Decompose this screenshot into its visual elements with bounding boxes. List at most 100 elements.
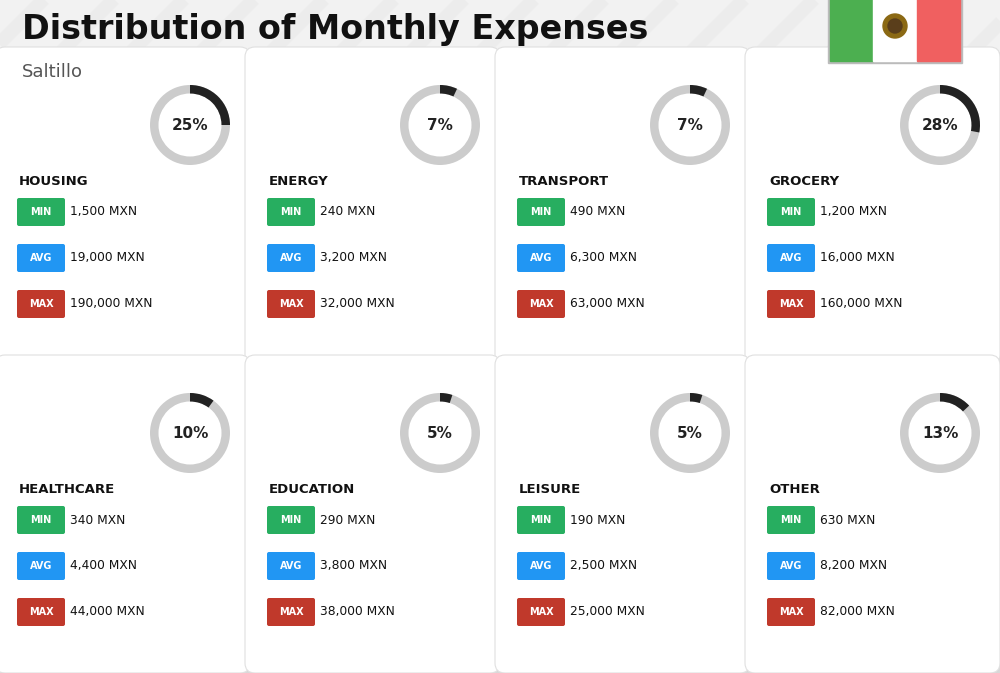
- FancyBboxPatch shape: [267, 552, 315, 580]
- FancyBboxPatch shape: [249, 51, 504, 369]
- Text: 290 MXN: 290 MXN: [320, 513, 375, 526]
- Text: 3,800 MXN: 3,800 MXN: [320, 559, 387, 573]
- Text: 5%: 5%: [677, 425, 703, 441]
- FancyBboxPatch shape: [245, 47, 500, 365]
- Wedge shape: [690, 393, 702, 403]
- Text: TRANSPORT: TRANSPORT: [519, 175, 609, 188]
- Text: ENERGY: ENERGY: [269, 175, 329, 188]
- FancyBboxPatch shape: [767, 198, 815, 226]
- Text: 2,500 MXN: 2,500 MXN: [570, 559, 637, 573]
- Text: 10%: 10%: [172, 425, 208, 441]
- Text: MIN: MIN: [530, 515, 552, 525]
- Wedge shape: [400, 85, 480, 165]
- Text: GROCERY: GROCERY: [769, 175, 839, 188]
- Text: 19,000 MXN: 19,000 MXN: [70, 252, 145, 264]
- Wedge shape: [150, 393, 230, 473]
- Wedge shape: [440, 393, 452, 403]
- Text: MIN: MIN: [30, 515, 52, 525]
- Text: 190 MXN: 190 MXN: [570, 513, 625, 526]
- FancyBboxPatch shape: [0, 51, 254, 369]
- Text: 1,500 MXN: 1,500 MXN: [70, 205, 137, 219]
- FancyBboxPatch shape: [0, 355, 250, 673]
- Text: MAX: MAX: [279, 607, 303, 617]
- FancyBboxPatch shape: [17, 552, 65, 580]
- FancyBboxPatch shape: [495, 355, 750, 673]
- Text: 8,200 MXN: 8,200 MXN: [820, 559, 887, 573]
- Wedge shape: [190, 85, 230, 125]
- Text: MIN: MIN: [280, 207, 302, 217]
- Text: LEISURE: LEISURE: [519, 483, 581, 496]
- FancyBboxPatch shape: [767, 506, 815, 534]
- Text: 630 MXN: 630 MXN: [820, 513, 875, 526]
- FancyBboxPatch shape: [267, 244, 315, 272]
- Text: 13%: 13%: [922, 425, 958, 441]
- Text: EDUCATION: EDUCATION: [269, 483, 355, 496]
- Wedge shape: [440, 85, 457, 96]
- Text: MAX: MAX: [529, 299, 553, 309]
- FancyBboxPatch shape: [249, 359, 504, 673]
- Circle shape: [883, 14, 907, 38]
- Text: 25%: 25%: [172, 118, 208, 133]
- Text: MAX: MAX: [29, 299, 53, 309]
- Text: 240 MXN: 240 MXN: [320, 205, 375, 219]
- Wedge shape: [650, 85, 730, 165]
- FancyBboxPatch shape: [0, 359, 254, 673]
- FancyBboxPatch shape: [767, 244, 815, 272]
- Text: 32,000 MXN: 32,000 MXN: [320, 297, 395, 310]
- Text: MIN: MIN: [280, 515, 302, 525]
- FancyBboxPatch shape: [767, 598, 815, 626]
- Bar: [828, 0, 962, 63]
- Text: 490 MXN: 490 MXN: [570, 205, 625, 219]
- Text: 28%: 28%: [922, 118, 958, 133]
- Text: MAX: MAX: [529, 607, 553, 617]
- Text: OTHER: OTHER: [769, 483, 820, 496]
- Text: AVG: AVG: [280, 253, 302, 263]
- FancyBboxPatch shape: [267, 506, 315, 534]
- Text: Saltillo: Saltillo: [22, 63, 83, 81]
- Text: 160,000 MXN: 160,000 MXN: [820, 297, 902, 310]
- FancyBboxPatch shape: [517, 506, 565, 534]
- Text: MIN: MIN: [780, 207, 802, 217]
- Text: AVG: AVG: [780, 253, 802, 263]
- Text: AVG: AVG: [280, 561, 302, 571]
- Text: Distribution of Monthly Expenses: Distribution of Monthly Expenses: [22, 13, 648, 46]
- FancyBboxPatch shape: [745, 355, 1000, 673]
- Text: 82,000 MXN: 82,000 MXN: [820, 606, 895, 618]
- FancyBboxPatch shape: [267, 198, 315, 226]
- Text: HOUSING: HOUSING: [19, 175, 89, 188]
- Wedge shape: [900, 393, 980, 473]
- Text: AVG: AVG: [30, 253, 52, 263]
- Bar: [873, 0, 917, 61]
- FancyBboxPatch shape: [517, 198, 565, 226]
- FancyBboxPatch shape: [517, 290, 565, 318]
- Text: 5%: 5%: [427, 425, 453, 441]
- Wedge shape: [400, 393, 480, 473]
- Text: AVG: AVG: [30, 561, 52, 571]
- Text: MIN: MIN: [30, 207, 52, 217]
- FancyBboxPatch shape: [517, 598, 565, 626]
- Text: 25,000 MXN: 25,000 MXN: [570, 606, 645, 618]
- Text: 1,200 MXN: 1,200 MXN: [820, 205, 887, 219]
- Text: MAX: MAX: [779, 299, 803, 309]
- Text: MAX: MAX: [279, 299, 303, 309]
- Text: MIN: MIN: [780, 515, 802, 525]
- Wedge shape: [940, 85, 980, 133]
- FancyBboxPatch shape: [0, 47, 250, 365]
- Text: MIN: MIN: [530, 207, 552, 217]
- Text: MAX: MAX: [779, 607, 803, 617]
- Text: 3,200 MXN: 3,200 MXN: [320, 252, 387, 264]
- FancyBboxPatch shape: [17, 290, 65, 318]
- FancyBboxPatch shape: [749, 51, 1000, 369]
- Wedge shape: [650, 393, 730, 473]
- FancyBboxPatch shape: [17, 198, 65, 226]
- Wedge shape: [150, 85, 230, 165]
- Text: AVG: AVG: [530, 253, 552, 263]
- FancyBboxPatch shape: [499, 51, 754, 369]
- Wedge shape: [190, 393, 214, 408]
- Text: 190,000 MXN: 190,000 MXN: [70, 297, 152, 310]
- Text: 7%: 7%: [427, 118, 453, 133]
- FancyBboxPatch shape: [245, 355, 500, 673]
- FancyBboxPatch shape: [17, 506, 65, 534]
- Text: AVG: AVG: [780, 561, 802, 571]
- Text: HEALTHCARE: HEALTHCARE: [19, 483, 115, 496]
